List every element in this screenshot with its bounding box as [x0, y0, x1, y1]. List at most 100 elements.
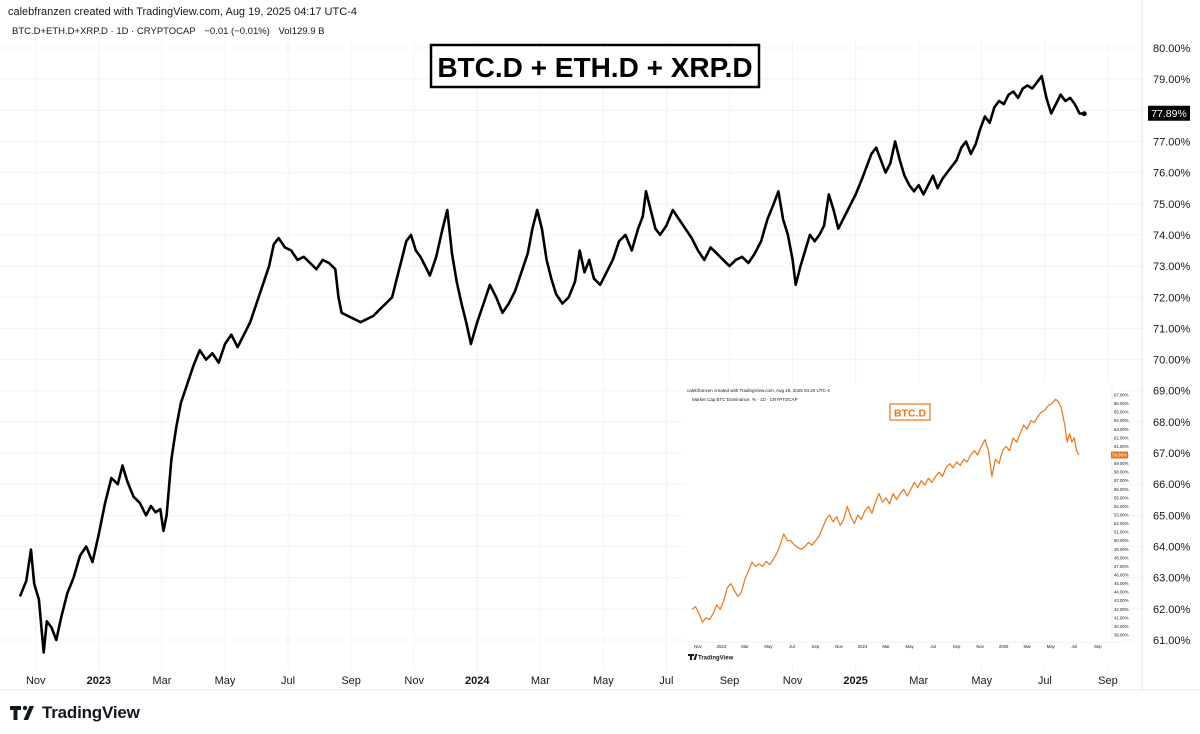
- x-tick-label: May: [971, 675, 992, 687]
- inset-y-tick-label: 55.00%: [1114, 495, 1129, 500]
- symbol-label[interactable]: BTC.D+ETH.D+XRP.D · 1D · CRYPTOCAP: [12, 26, 196, 37]
- inset-x-tick-label: Jul: [789, 644, 795, 649]
- inset-y-tick-label: 53.00%: [1114, 513, 1129, 518]
- inset-y-tick-label: 64.00%: [1114, 418, 1129, 423]
- main-title-box: BTC.D + ETH.D + XRP.D: [429, 43, 761, 89]
- x-tick-label: Mar: [152, 675, 171, 687]
- inset-y-tick-label: 50.00%: [1114, 538, 1129, 543]
- inset-y-tick-label: 66.00%: [1114, 401, 1129, 406]
- inset-y-axis: 67.00% 66.00% 65.00% 64.00% 63.00% 62.00% 61.0…: [1114, 393, 1129, 638]
- inset-y-tick-label: 45.00%: [1114, 581, 1129, 586]
- x-tick-label: Sep: [1098, 675, 1118, 687]
- inset-last-value-bg: [1111, 451, 1128, 459]
- y-tick-label: 79.00%: [1153, 74, 1191, 86]
- inset-title: BTC.D: [894, 408, 926, 420]
- y-tick-label: 80.00%: [1153, 43, 1191, 55]
- y-tick-label: 63.00%: [1153, 573, 1191, 585]
- x-tick-label: 2024: [465, 675, 490, 687]
- y-tick-label: 70.00%: [1153, 355, 1191, 367]
- y-tick-label: 69.00%: [1153, 386, 1191, 398]
- attribution-text: calebfranzen created with TradingView.co…: [8, 6, 357, 18]
- inset-chart: calebfranzen created with TradingView.co…: [684, 382, 1129, 664]
- last-value-tag: 77.89%: [1148, 105, 1190, 121]
- main-series-line: [18, 74, 1085, 654]
- inset-y-tick-label: 61.00%: [1114, 444, 1129, 449]
- inset-x-tick-label: Sep: [953, 644, 961, 649]
- inset-series: [691, 398, 1080, 623]
- inset-x-tick-label: 2024: [858, 644, 868, 649]
- inset-x-tick-label: Jul: [1071, 644, 1077, 649]
- inset-x-tick-label: Jul: [930, 644, 936, 649]
- inset-series-line: [691, 398, 1080, 623]
- inset-x-tick-label: May: [1047, 644, 1056, 649]
- inset-y-tick-label: 65.00%: [1114, 410, 1129, 415]
- inset-x-tick-label: May: [906, 644, 915, 649]
- inset-y-tick-label: 39.00%: [1114, 633, 1129, 638]
- inset-tradingview-logo: TradingView: [688, 654, 734, 662]
- x-tick-label: Sep: [341, 675, 361, 687]
- tradingview-logo-icon: [10, 705, 34, 720]
- inset-y-tick-label: 59.00%: [1114, 461, 1129, 466]
- inset-y-tick-label: 58.00%: [1114, 470, 1129, 475]
- main-title: BTC.D + ETH.D + XRP.D: [437, 52, 752, 83]
- inset-x-tick-label: Nov: [976, 644, 984, 649]
- x-tick-label: 2025: [843, 675, 867, 687]
- inset-y-tick-label: 63.00%: [1114, 427, 1129, 432]
- inset-x-tick-label: Sep: [1094, 644, 1102, 649]
- last-value-label: 77.89%: [1151, 108, 1187, 120]
- x-tick-label: 2023: [87, 675, 111, 687]
- inset-x-tick-label: May: [764, 644, 773, 649]
- inset-y-tick-label: 62.00%: [1114, 435, 1129, 440]
- y-tick-label: 75.00%: [1153, 199, 1191, 211]
- inset-y-tick-label: 42.00%: [1114, 607, 1129, 612]
- inset-last-value-tag: 59.98%: [1111, 451, 1128, 459]
- x-tick-label: Mar: [909, 675, 928, 687]
- inset-grid: [686, 386, 1120, 643]
- y-tick-label: 67.00%: [1153, 448, 1191, 460]
- y-tick-label: 76.00%: [1153, 168, 1191, 180]
- y-tick-label: 64.00%: [1153, 542, 1191, 554]
- y-tick-label: 65.00%: [1153, 510, 1191, 522]
- x-tick-label: May: [215, 675, 236, 687]
- change-label: −0.01 (−0.01%): [204, 26, 270, 37]
- inset-y-tick-label: 48.00%: [1114, 555, 1129, 560]
- inset-x-tick-label: Mar: [882, 644, 890, 649]
- x-tick-label: Jul: [281, 675, 295, 687]
- inset-y-tick-label: 57.00%: [1114, 478, 1129, 483]
- inset-y-tick-label: 67.00%: [1114, 393, 1129, 398]
- inset-x-tick-label: 2025: [999, 644, 1009, 649]
- y-tick-label: 62.00%: [1153, 604, 1191, 616]
- x-tick-label: May: [593, 675, 614, 687]
- y-tick-label: 71.00%: [1153, 323, 1191, 335]
- inset-y-tick-label: 54.00%: [1114, 504, 1129, 509]
- inset-title-box: BTC.D: [889, 403, 931, 421]
- inset-y-tick-label: 47.00%: [1114, 564, 1129, 569]
- inset-x-axis: Nov 2023 Mar May Jul Sep Nov 2024 Mar May Jul Sep No…: [694, 644, 1102, 649]
- inset-y-tick-label: 44.00%: [1114, 590, 1129, 595]
- inset-y-tick-label: 40.00%: [1114, 624, 1129, 629]
- x-tick-label: Nov: [26, 675, 46, 687]
- inset-brand-text: TradingView: [698, 656, 734, 662]
- inset-last-value-label: 59.98%: [1112, 453, 1127, 458]
- x-tick-label: Mar: [531, 675, 550, 687]
- inset-y-tick-label: 41.00%: [1114, 615, 1129, 620]
- inset-y-tick-label: 46.00%: [1114, 573, 1129, 578]
- x-tick-label: Sep: [720, 675, 740, 687]
- inset-y-tick-label: 49.00%: [1114, 547, 1129, 552]
- y-tick-label: 66.00%: [1153, 479, 1191, 491]
- inset-x-tick-label: 2023: [717, 644, 727, 649]
- x-tick-label: Jul: [659, 675, 673, 687]
- inset-y-tick-label: 51.00%: [1114, 530, 1129, 535]
- inset-x-tick-label: Mar: [741, 644, 749, 649]
- inset-x-tick-label: Sep: [812, 644, 820, 649]
- inset-y-tick-label: 52.00%: [1114, 521, 1129, 526]
- tradingview-logo[interactable]: TradingView: [10, 703, 140, 723]
- main-series: [18, 74, 1087, 654]
- y-tick-label: 61.00%: [1153, 635, 1191, 647]
- inset-x-tick-label: Nov: [694, 644, 702, 649]
- last-value-tag-bg: [1148, 105, 1190, 121]
- last-point: [1081, 111, 1087, 117]
- main-x-axis: Nov 2023 Mar May Jul Sep Nov 2024 Mar May Jul Sep No…: [26, 675, 1118, 687]
- y-tick-label: 73.00%: [1153, 261, 1191, 273]
